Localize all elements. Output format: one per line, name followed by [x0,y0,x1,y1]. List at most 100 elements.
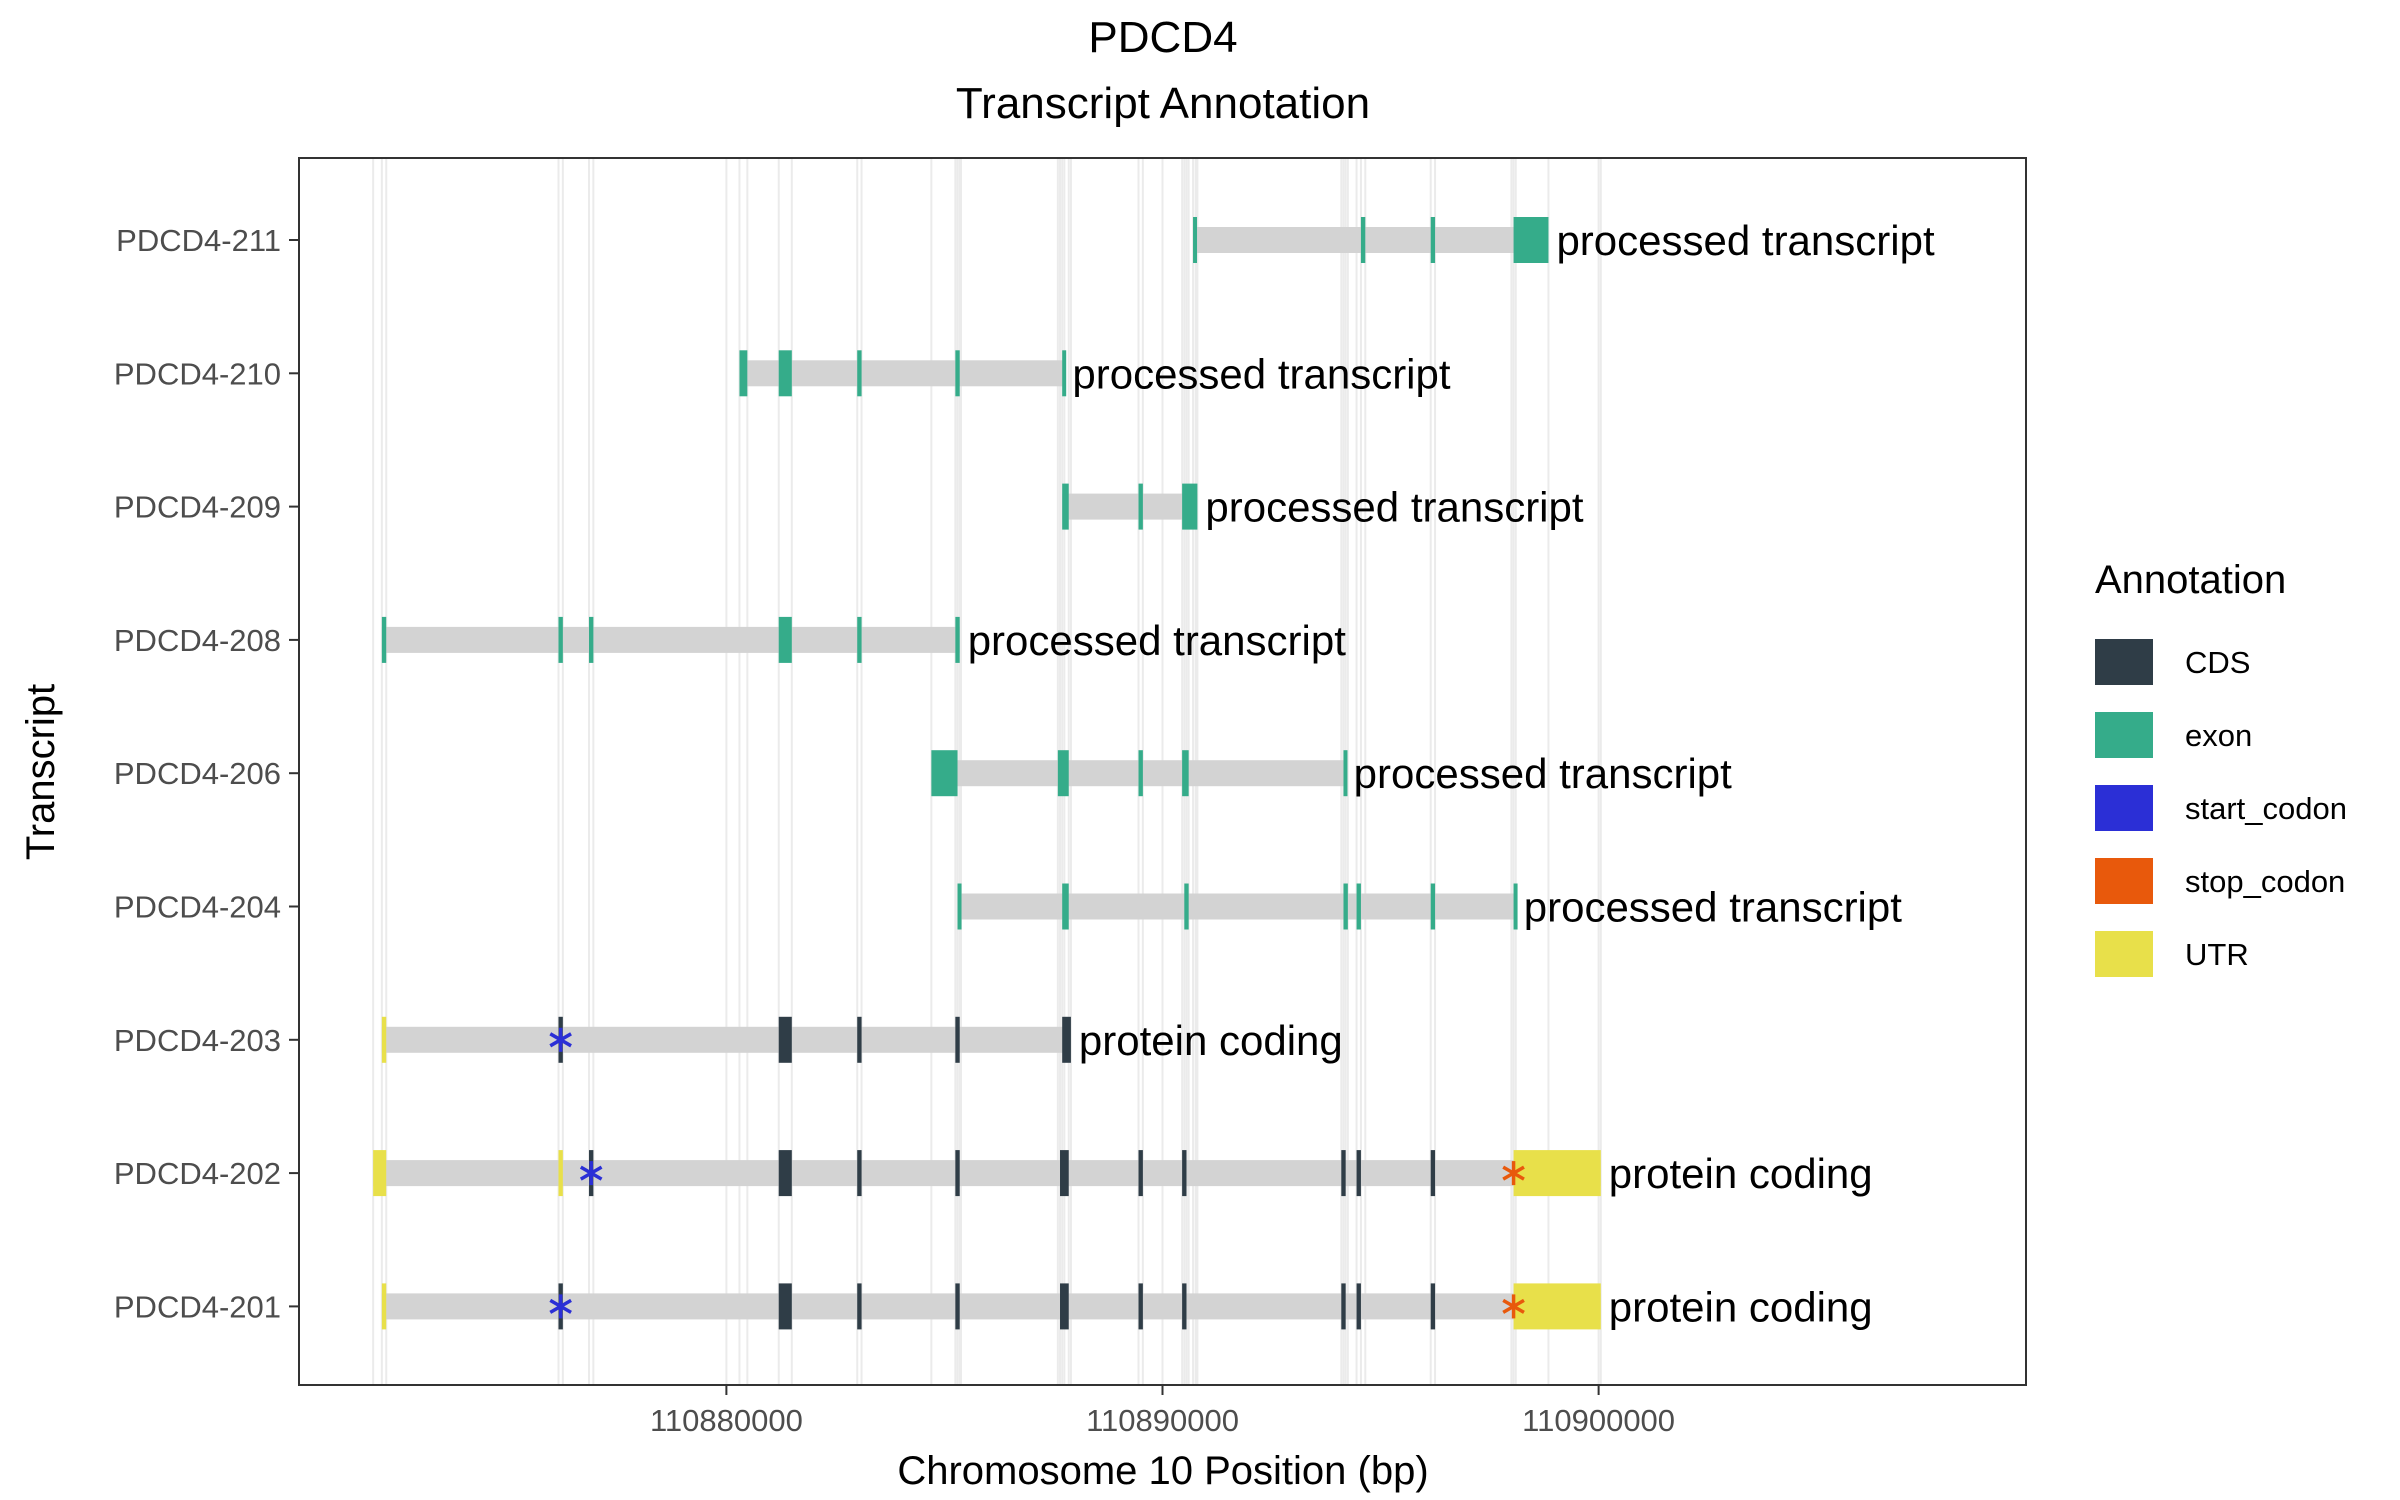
y-tick-label: PDCD4-211 [116,223,281,258]
y-tick-label: PDCD4-203 [114,1023,281,1058]
transcript-track: protein coding [381,1283,1873,1330]
cds-block [1430,1283,1436,1330]
y-tick-label: PDCD4-208 [114,623,281,658]
legend-label: UTR [2185,937,2249,972]
biotype-label: processed transcript [1354,750,1732,797]
exon-block [1062,483,1069,530]
intron-backbone [381,1293,1601,1320]
transcript-track: processed transcript [1193,217,1935,264]
x-tick-label: 110890000 [1086,1403,1239,1438]
cds-block [778,1150,792,1197]
legend-title: Annotation [2095,558,2286,602]
exon-block [1430,217,1436,263]
cds-block [778,1016,792,1063]
y-tick-label: PDCD4-206 [114,756,281,791]
transcript-track: processed transcript [957,883,1902,931]
exon-block [589,616,594,663]
legend-label: exon [2185,718,2252,753]
cds-block [857,1016,862,1063]
legend-key-exon [2095,712,2153,758]
transcript-track: processed transcript [381,616,1346,664]
legend-items: CDS exon start_codon stop_codon UTR [2095,639,2347,977]
cds-block [1341,1150,1346,1197]
legend: Annotation CDS exon start_codon stop_codon U… [2095,558,2347,977]
exon-block [1513,217,1549,263]
exon-block [857,616,862,663]
intron-backbone [373,1160,1601,1187]
biotype-label: protein coding [1079,1017,1343,1064]
exon-block [1430,883,1436,930]
legend-key-stop-codon [2095,858,2153,904]
exon-block [778,350,792,397]
legend-label: start_codon [2185,791,2347,826]
legend-key-start-codon [2095,785,2153,831]
exon-block [955,616,960,663]
legend-label: stop_codon [2185,864,2345,899]
y-tick-label: PDCD4-204 [114,890,281,925]
x-tick-label: 110900000 [1522,1403,1675,1438]
biotype-label: processed transcript [1556,217,1934,264]
intron-backbone [381,626,960,653]
exon-block [1182,483,1198,530]
y-axis: PDCD4-211 PDCD4-210 PDCD4-209 PDCD4-208 PDCD… [114,223,299,1324]
cds-block [1430,1150,1436,1197]
biotype-label: protein coding [1609,1283,1873,1330]
utr-block [558,1150,563,1197]
exon-block [1138,483,1143,530]
transcript-track: protein coding [381,1016,1343,1064]
cds-block [1182,1150,1187,1197]
cds-block [1138,1283,1143,1330]
cds-block [1138,1150,1143,1197]
intron-backbone [1193,227,1549,253]
exon-block [955,350,960,397]
exon-block [1182,750,1189,797]
cds-block [857,1150,862,1197]
chart-subtitle: Transcript Annotation [956,79,1370,128]
intron-backbone [957,893,1516,920]
exon-block [957,883,962,930]
cds-block [778,1283,792,1330]
transcript-track: processed transcript [1062,484,1584,531]
transcript-track: protein coding [373,1150,1873,1197]
exon-block [1184,883,1189,930]
biotype-label: processed transcript [1072,350,1450,397]
utr-block [1513,1150,1601,1197]
legend-key-cds [2095,639,2153,685]
transcript-track: processed transcript [739,350,1451,397]
intron-backbone [381,1026,1071,1053]
exon-block [1360,217,1366,263]
exon-block [1513,883,1518,930]
utr-block [373,1150,387,1197]
exon-block [1193,217,1198,263]
utr-block [381,1283,387,1330]
exon-block [1343,750,1348,797]
chart-title: PDCD4 [1088,13,1237,62]
exon-block [739,350,748,397]
exon-block [1062,350,1067,397]
legend-key-utr [2095,931,2153,977]
exon-block [778,616,792,663]
y-tick-label: PDCD4-202 [114,1156,281,1191]
y-tick-label: PDCD4-210 [114,356,281,391]
utr-block [1513,1283,1601,1330]
exon-block [1138,750,1143,797]
cds-block [1182,1283,1187,1330]
exon-block [1057,750,1069,797]
x-tick-label: 110880000 [650,1403,803,1438]
cds-block [955,1283,960,1330]
x-axis-title: Chromosome 10 Position (bp) [897,1449,1428,1493]
biotype-label: processed transcript [1524,884,1902,931]
start-codon-marker [549,1027,572,1052]
cds-block [1060,1150,1069,1197]
intron-backbone [1062,493,1198,520]
exon-block [1062,883,1069,930]
x-axis: 110880000 110890000 110900000 [650,1385,1675,1438]
exon-block [1343,883,1348,930]
utr-block [381,1016,387,1063]
y-axis-title: Transcript [19,684,63,860]
stop-codon-marker [1502,1161,1525,1186]
cds-block [857,1283,862,1330]
cds-block [1356,1150,1361,1197]
y-tick-label: PDCD4-201 [114,1289,281,1324]
